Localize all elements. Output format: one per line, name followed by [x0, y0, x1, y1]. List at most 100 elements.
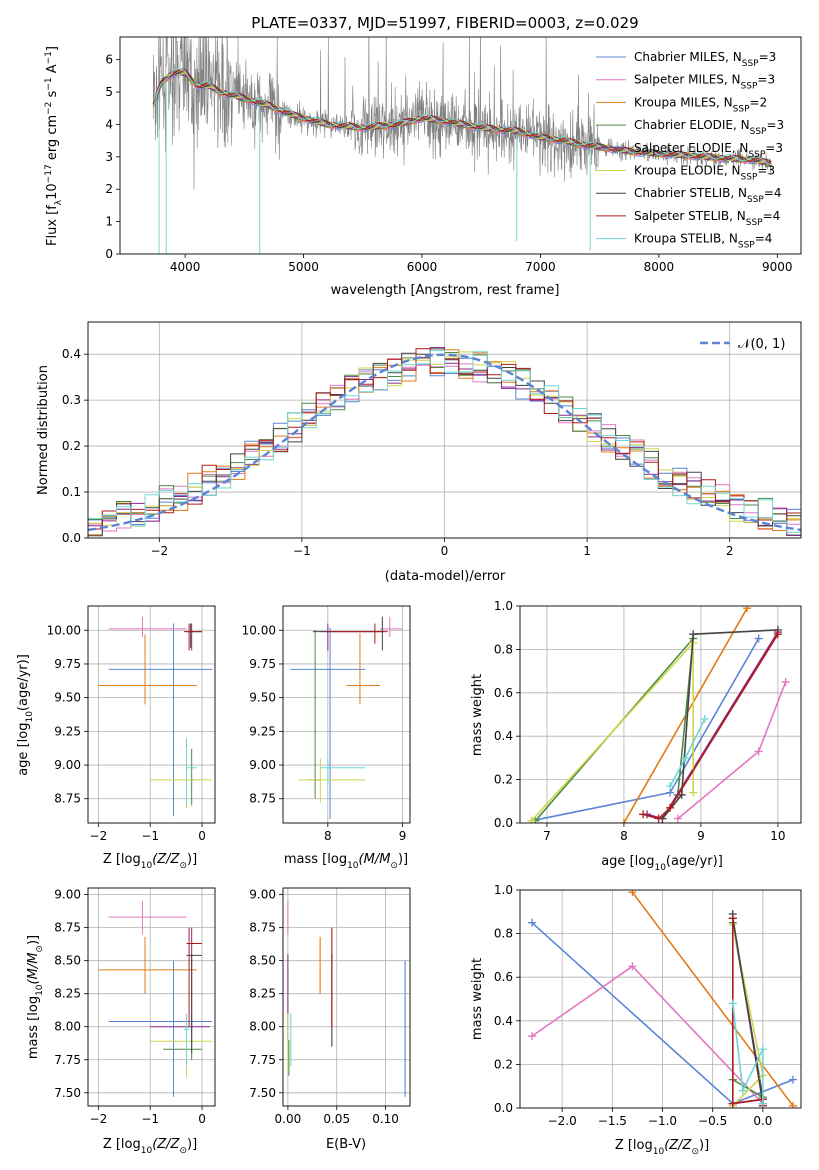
massweight-vs-z-xlabel: Z [log10(Z/Z⊙)] [615, 1138, 709, 1157]
age-vs-mass-xlabel-part: mass [log [284, 852, 347, 867]
spectrum-ylabel: Flux [fλ10−17 erg cm−2 s−1 A−1] [44, 46, 64, 246]
y-tick-label: 0.1 [62, 485, 81, 499]
mass-vs-ebv-xlabel: E(B-V) [326, 1137, 366, 1152]
x-tick-label: 0.00 [275, 1112, 302, 1126]
legend-label-part: SSP [746, 218, 763, 228]
x-tick-label: 4000 [170, 260, 201, 274]
y-tick-label: 8.25 [249, 987, 276, 1001]
x-tick-label: −1.0 [648, 1114, 677, 1128]
spectrum-xlabel: wavelength [Angstrom, rest frame] [331, 283, 560, 298]
massweight-vs-age-ylabel: mass weight [470, 674, 485, 756]
legend-label-part: SSP [748, 150, 765, 160]
y-tick-label: 0.6 [494, 686, 513, 700]
age-vs-z-ylabel-part: age [log [16, 723, 31, 776]
y-tick-label: 1 [105, 215, 113, 229]
x-tick-label: 10 [770, 829, 785, 843]
spectrum-panel-plot [152, 37, 772, 254]
x-tick-label: 0.05 [323, 1112, 350, 1126]
legend-label-part: =3 [757, 73, 775, 87]
series-line-kroupa_stelib [732, 1003, 764, 1104]
y-tick-label: 7.75 [54, 1053, 81, 1067]
y-tick-label: 8.75 [54, 792, 81, 806]
legend-label-part: =2 [750, 95, 768, 109]
y-tick-label: 9.00 [249, 758, 276, 772]
y-tick-label: 1.0 [494, 599, 513, 613]
series-line-kroupa_miles [631, 891, 794, 1107]
x-tick-label: 0.0 [753, 1114, 772, 1128]
legend-label-part: SSP [738, 241, 755, 251]
age-vs-z-panel: −2 −1 0 8.75 9.00 9.25 9.50 9.75 10.00 [47, 605, 216, 843]
residual-panel: −2 −1 0 1 2 0.0 0.1 0.2 0.3 0.4 [62, 321, 802, 558]
x-tick-label: 5000 [288, 260, 319, 274]
legend-label: Kroupa ELODIE, NSSP=3 [634, 164, 775, 183]
model-line-salpeter_stelib [152, 68, 772, 165]
mass-vs-z-xlabel: Z [log10(Z/Z⊙)] [103, 1137, 197, 1156]
y-tick-label: 2 [105, 182, 113, 196]
spectrum-ylabel-part: Flux [f [45, 205, 60, 246]
y-tick-label: 0.2 [62, 439, 81, 453]
massweight-vs-z-xlabel-part: ⊙ [691, 1147, 699, 1157]
massweight-vs-age-panel: 7 8 9 10 0.0 0.2 0.4 0.6 0.8 1.0 [494, 599, 802, 843]
legend-label-part: Kroupa ELODIE, N [634, 164, 741, 178]
spectrum-title: PLATE=0337, MJD=51997, FIBERID=0003, z=0… [251, 14, 638, 32]
age-vs-mass-panel: 8 9 8.75 9.00 9.25 9.50 9.75 10.00 [242, 605, 411, 843]
x-tick-label: 9 [399, 829, 407, 843]
x-tick-label: −1 [141, 829, 159, 843]
mass-vs-z-xlabel-part: ⊙ [179, 1146, 187, 1156]
observed-spectrum-line [152, 37, 772, 191]
y-tick-label: 9.00 [54, 758, 81, 772]
series-point-chabrier_miles [788, 1075, 797, 1084]
y-tick-label: 9.50 [249, 691, 276, 705]
massweight-vs-z-xlabel-part: Z [log [615, 1138, 653, 1153]
series-point-salpeter_stelib [728, 1099, 737, 1108]
x-tick-label: 9 [697, 829, 705, 843]
x-tick-label: 8000 [644, 260, 675, 274]
y-tick-label: 3 [105, 150, 113, 164]
residual-histogram-chabrier_miles [88, 357, 801, 525]
massweight-vs-age-panel-plot [520, 606, 801, 823]
series-line-salpeter_miles [531, 965, 764, 1105]
y-tick-label: 9.75 [54, 657, 81, 671]
y-tick-label: 4 [105, 117, 113, 131]
series-point-salpeter_miles [528, 1032, 537, 1041]
series-line-kroupa_elodie [530, 640, 694, 822]
massweight-vs-age-xlabel-part: 10 [654, 863, 666, 873]
age-vs-z-panel-plot [88, 606, 215, 823]
x-tick-label: 7000 [525, 260, 556, 274]
spectrum-ylabel-part: −1 [44, 77, 54, 90]
legend-label-part: SSP [733, 104, 750, 114]
legend-label-part: Chabrier ELODIE, N [634, 118, 750, 132]
mass-vs-z-panel: −2 −1 0 7.50 7.75 8.00 8.25 8.50 8.75 9.00 [54, 887, 216, 1126]
series-line-chabrier_stelib [732, 914, 764, 1104]
series-point-chabrier_miles [528, 918, 537, 927]
series-line-chabrier_stelib [661, 629, 778, 820]
massweight-vs-z-panel: −2.0 −1.5 −1.0 −0.5 0.0 0.0 0.2 0.4 0.6 0.8 1.0 [494, 883, 802, 1128]
y-tick-label: 0.0 [494, 1101, 513, 1115]
series-point-salpeter_stelib [666, 803, 675, 812]
mass-vs-z-xlabel-part: 10 [141, 1146, 153, 1156]
y-tick-label: 0.2 [494, 1057, 513, 1071]
x-tick-label: 1 [583, 544, 591, 558]
legend-label-part: =3 [765, 141, 783, 155]
y-tick-label: 10.00 [242, 623, 276, 637]
x-tick-label: 2 [726, 544, 734, 558]
y-tick-label: 8.75 [249, 792, 276, 806]
y-tick-label: 8.00 [249, 1020, 276, 1034]
y-tick-label: 0.2 [494, 773, 513, 787]
mass-vs-z-panel-frame [87, 887, 216, 1107]
legend-label-part: =4 [755, 232, 773, 246]
residual-xlabel: (data-model)/error [385, 569, 506, 584]
series-point-kroupa_miles [628, 890, 637, 897]
x-tick-label: −1 [293, 544, 311, 558]
y-tick-label: 0.4 [494, 1014, 513, 1028]
y-tick-label: 1.0 [494, 883, 513, 897]
series-point-kroupa_stelib [666, 782, 675, 791]
x-tick-label: 8 [324, 829, 332, 843]
series-point-kroupa_stelib [758, 1045, 767, 1054]
y-tick-label: 5 [105, 85, 113, 99]
series-point-salpeter_miles [628, 962, 637, 971]
massweight-vs-age-xlabel-part: age [log [601, 854, 654, 869]
x-tick-label: 6000 [407, 260, 438, 274]
y-tick-label: 7.75 [249, 1053, 276, 1067]
